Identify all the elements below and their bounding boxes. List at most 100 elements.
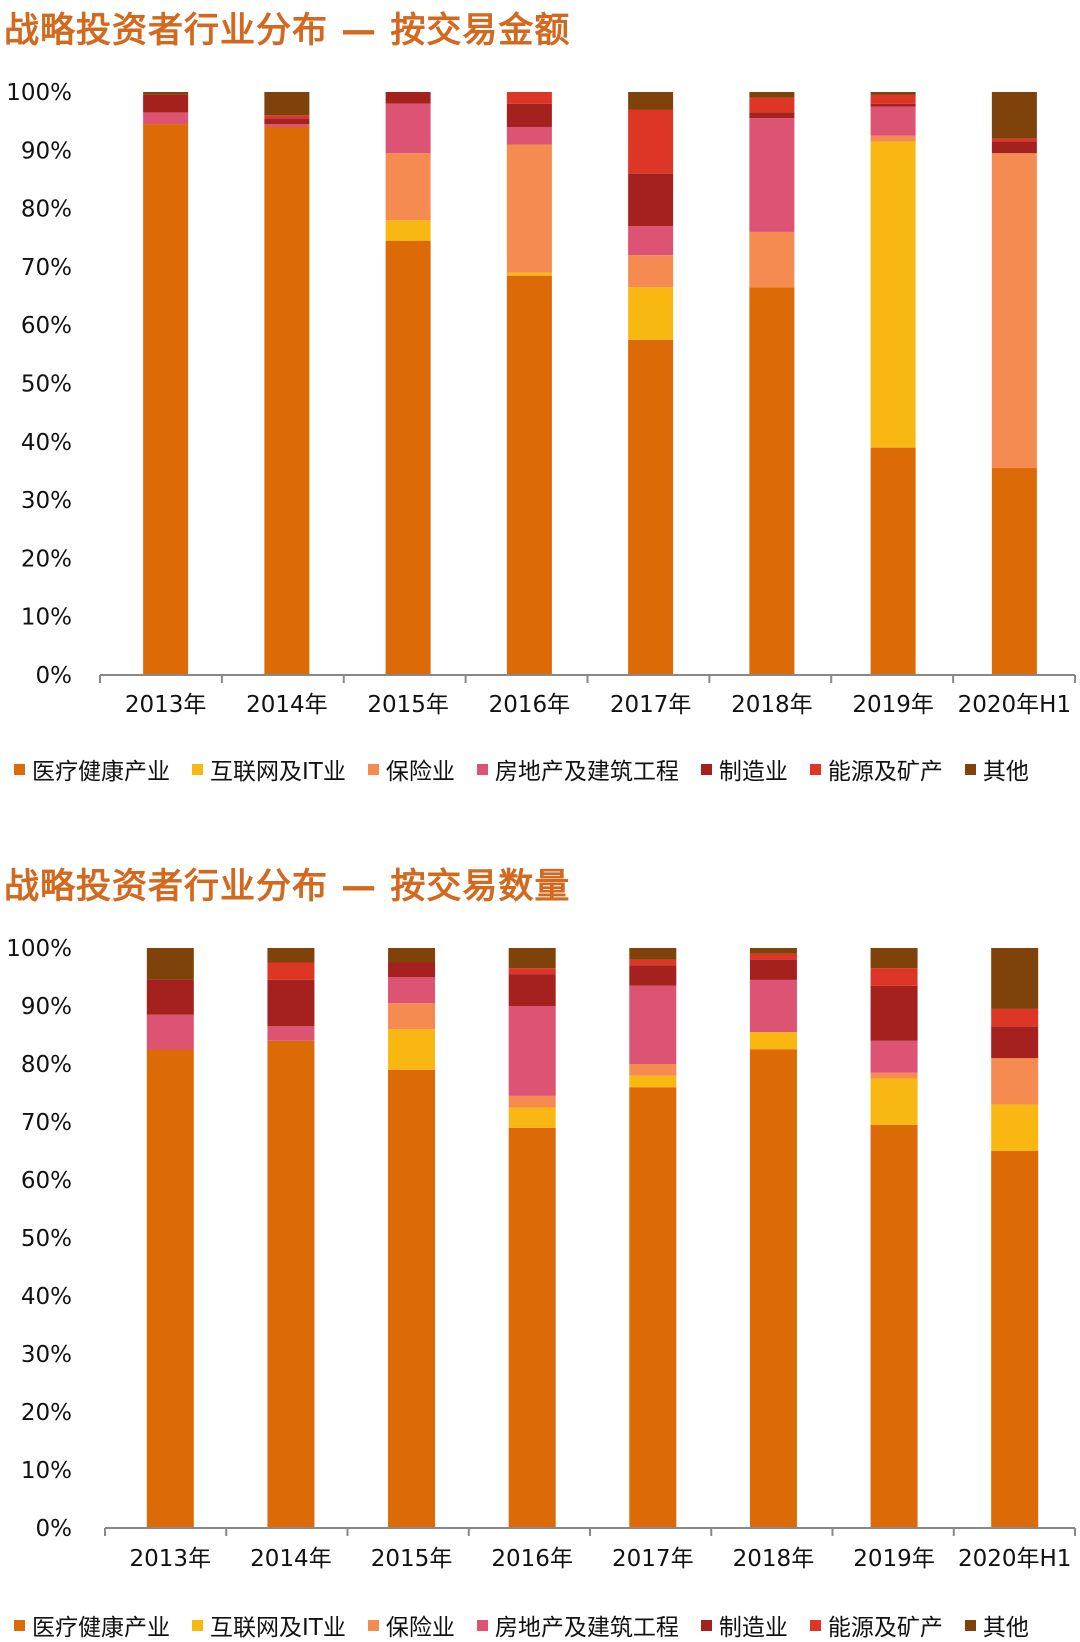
bar-segment bbox=[264, 118, 310, 125]
y-tick-label: 100% bbox=[6, 80, 72, 106]
bar-segment bbox=[264, 126, 310, 676]
bar-segment bbox=[508, 1006, 556, 1096]
bar-segment bbox=[991, 1058, 1039, 1105]
bar-segment bbox=[267, 962, 315, 980]
legend-item: 其他 bbox=[964, 752, 1029, 786]
bar-segment bbox=[991, 1026, 1039, 1059]
bar-segment bbox=[870, 1078, 918, 1125]
y-tick-label: 70% bbox=[21, 255, 72, 281]
x-tick-label: 2017年 bbox=[612, 1546, 694, 1572]
bar-segment bbox=[267, 979, 315, 1027]
chart-title: 战略投资者行业分布 — 按交易金额 bbox=[4, 11, 571, 51]
bar-segment bbox=[143, 92, 189, 95]
legend-item: 保险业 bbox=[367, 1608, 455, 1642]
bar-segment bbox=[385, 92, 431, 104]
bar-segment bbox=[629, 948, 677, 960]
x-tick-label: 2019年 bbox=[852, 692, 934, 718]
legend-swatch bbox=[964, 763, 976, 775]
bar-segment bbox=[991, 1104, 1039, 1151]
bar-segment bbox=[749, 948, 797, 954]
bar-segment bbox=[870, 1072, 918, 1079]
legend-item: 制造业 bbox=[700, 1608, 788, 1642]
bar-segment bbox=[870, 103, 916, 107]
bar-segment bbox=[870, 1040, 918, 1073]
legend-item: 能源及矿产 bbox=[809, 752, 943, 786]
bar-segment bbox=[870, 447, 916, 675]
bar-segment bbox=[506, 126, 552, 145]
x-tick-label: 2020年H1 bbox=[958, 1546, 1071, 1572]
legend-item: 保险业 bbox=[367, 752, 455, 786]
bar-segment bbox=[388, 1069, 436, 1528]
bar-segment bbox=[870, 92, 916, 95]
legend-swatch bbox=[192, 1619, 203, 1631]
bar-segment bbox=[628, 255, 674, 288]
legend-label: 制造业 bbox=[718, 1615, 788, 1641]
chart-panel-amount: 战略投资者行业分布 — 按交易金额 0% 10% 20% 30% 40% 50% 60% 70… bbox=[0, 0, 1080, 800]
legend-item: 能源及矿产 bbox=[809, 1608, 943, 1642]
bar-segment bbox=[749, 1032, 797, 1050]
bar-segment bbox=[267, 1040, 315, 1528]
bar-segment bbox=[629, 1064, 677, 1076]
bar-segment bbox=[991, 468, 1037, 675]
legend-swatch bbox=[809, 1619, 821, 1631]
bar-segment bbox=[629, 1087, 677, 1528]
bar-segment bbox=[870, 106, 916, 136]
y-tick-label: 30% bbox=[21, 488, 72, 514]
bar-segment bbox=[991, 92, 1037, 139]
bar-segment bbox=[991, 141, 1037, 154]
legend-label: 能源及矿产 bbox=[827, 1615, 943, 1641]
x-tick-label: 2016年 bbox=[491, 1546, 573, 1572]
legend-label: 房地产及建筑工程 bbox=[494, 1615, 679, 1641]
bar-segment bbox=[991, 948, 1039, 1009]
bar-segment bbox=[385, 103, 431, 154]
legend-label: 医疗健康产业 bbox=[32, 1615, 170, 1641]
bar-segment bbox=[508, 974, 556, 1006]
x-tick-label: 2017年 bbox=[610, 692, 692, 718]
legend-swatch bbox=[476, 1619, 488, 1631]
bar-segment bbox=[506, 275, 552, 675]
legend-swatch bbox=[964, 1619, 976, 1631]
y-tick-label: 10% bbox=[21, 1458, 72, 1484]
stacked-bar-chart-amount: 0% 10% 20% 30% 40% 50% 60% 70% 80% 90% 100% 2013年 20… bbox=[6, 80, 1076, 718]
legend-swatch bbox=[14, 1619, 25, 1631]
x-tick-label: 2014年 bbox=[246, 692, 328, 718]
bar-segment bbox=[264, 115, 310, 119]
bar-segment bbox=[870, 948, 918, 969]
chart-legend: 医疗健康产业 互联网及IT业 保险业 房地产及建筑工程 制造业 能源及矿产 其他 bbox=[14, 752, 1029, 786]
legend-label: 保险业 bbox=[385, 759, 455, 785]
legend-label: 保险业 bbox=[385, 1615, 455, 1641]
y-tick-label: 90% bbox=[21, 138, 72, 164]
legend-label: 互联网及IT业 bbox=[210, 759, 346, 785]
legend-label: 医疗健康产业 bbox=[32, 759, 170, 785]
bar-segment bbox=[629, 959, 677, 966]
bar-segment bbox=[870, 985, 918, 1041]
legend-swatch bbox=[14, 763, 25, 775]
stacked-bar-chart-count: 0% 10% 20% 30% 40% 50% 60% 70% 80% 90% 100% 2013年 20… bbox=[6, 936, 1076, 1572]
y-tick-label: 80% bbox=[21, 197, 72, 223]
bar-segment bbox=[508, 1095, 556, 1108]
bar-segment bbox=[749, 953, 797, 960]
x-tick-label: 2020年H1 bbox=[958, 692, 1071, 718]
y-tick-label: 0% bbox=[36, 663, 73, 689]
bar-segment bbox=[143, 124, 189, 675]
bar-segment bbox=[749, 118, 795, 232]
x-tick-label: 2018年 bbox=[733, 1546, 815, 1572]
bar-segment bbox=[870, 1124, 918, 1528]
x-tick-label: 2016年 bbox=[489, 692, 571, 718]
y-tick-label: 30% bbox=[21, 1342, 72, 1368]
bar-segment bbox=[143, 94, 189, 113]
bar-segment bbox=[388, 977, 436, 1004]
y-tick-label: 10% bbox=[21, 605, 72, 631]
legend-swatch bbox=[476, 763, 488, 775]
legend-label: 房地产及建筑工程 bbox=[494, 759, 679, 785]
bar-segment bbox=[146, 948, 194, 980]
y-tick-label: 70% bbox=[21, 1110, 72, 1136]
bar-segment bbox=[264, 92, 310, 116]
bar-segment bbox=[628, 109, 674, 174]
x-tick-label: 2019年 bbox=[853, 1546, 935, 1572]
chart-legend: 医疗健康产业 互联网及IT业 保险业 房地产及建筑工程 制造业 能源及矿产 其他 bbox=[14, 1608, 1029, 1642]
y-tick-label: 90% bbox=[21, 994, 72, 1020]
bar-segment bbox=[506, 103, 552, 127]
y-tick-label: 40% bbox=[21, 1284, 72, 1310]
y-tick-label: 80% bbox=[21, 1052, 72, 1078]
